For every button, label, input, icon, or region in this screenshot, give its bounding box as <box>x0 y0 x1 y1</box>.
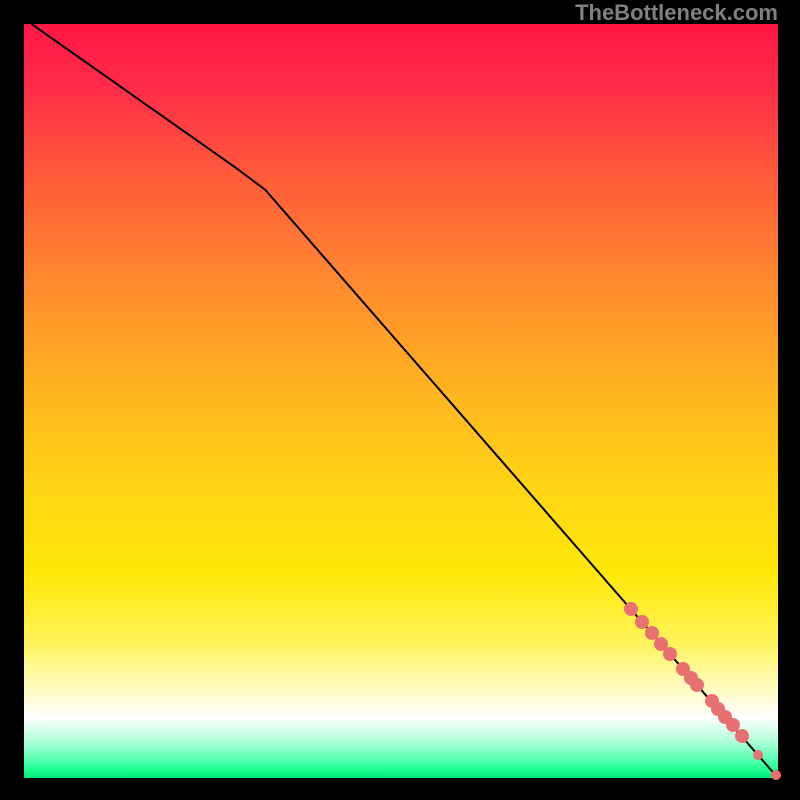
data-point <box>753 750 763 760</box>
data-point <box>690 678 704 692</box>
curve-line <box>32 24 778 778</box>
plot-area <box>24 24 778 778</box>
data-point <box>624 602 638 616</box>
data-point <box>771 770 781 780</box>
watermark-text: TheBottleneck.com <box>575 0 778 26</box>
data-point <box>663 647 677 661</box>
data-point <box>735 729 749 743</box>
curve-layer <box>24 24 778 778</box>
